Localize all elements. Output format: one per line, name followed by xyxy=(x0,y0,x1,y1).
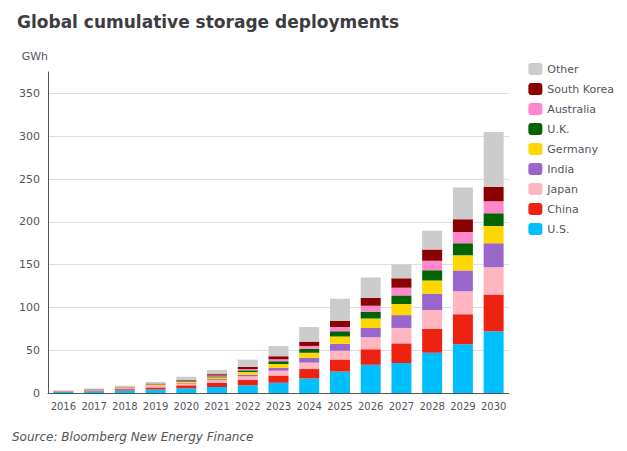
svg-text:2029: 2029 xyxy=(450,401,475,412)
svg-text:2021: 2021 xyxy=(204,401,229,412)
svg-text:U.K.: U.K. xyxy=(547,123,569,136)
svg-text:2026: 2026 xyxy=(358,401,383,412)
svg-text:Source: Bloomberg New Energy F: Source: Bloomberg New Energy Finance xyxy=(12,430,253,444)
svg-text:2019: 2019 xyxy=(143,401,168,412)
svg-text:250: 250 xyxy=(19,173,40,186)
svg-text:50: 50 xyxy=(26,344,40,357)
svg-text:200: 200 xyxy=(19,215,40,228)
svg-text:U.S.: U.S. xyxy=(547,223,569,236)
svg-text:0: 0 xyxy=(33,387,40,400)
svg-text:2024: 2024 xyxy=(297,401,322,412)
svg-text:2017: 2017 xyxy=(81,401,106,412)
svg-text:Other: Other xyxy=(547,63,579,76)
svg-text:2025: 2025 xyxy=(327,401,352,412)
svg-text:2016: 2016 xyxy=(51,401,76,412)
svg-text:India: India xyxy=(547,163,574,176)
svg-text:300: 300 xyxy=(19,130,40,143)
svg-text:Japan: Japan xyxy=(546,183,578,196)
svg-text:Germany: Germany xyxy=(547,143,598,156)
svg-text:150: 150 xyxy=(19,258,40,271)
svg-text:2022: 2022 xyxy=(235,401,260,412)
svg-text:South Korea: South Korea xyxy=(547,83,614,96)
svg-text:China: China xyxy=(547,203,578,216)
svg-text:Australia: Australia xyxy=(547,103,596,116)
svg-text:100: 100 xyxy=(19,301,40,314)
svg-text:GWh: GWh xyxy=(22,50,48,63)
svg-text:2028: 2028 xyxy=(419,401,444,412)
svg-text:2023: 2023 xyxy=(266,401,291,412)
svg-text:2027: 2027 xyxy=(389,401,414,412)
svg-text:2030: 2030 xyxy=(481,401,506,412)
svg-text:2018: 2018 xyxy=(112,401,137,412)
svg-text:Global cumulative storage depl: Global cumulative storage deployments xyxy=(17,12,399,32)
svg-text:350: 350 xyxy=(19,87,40,100)
svg-text:2020: 2020 xyxy=(174,401,199,412)
